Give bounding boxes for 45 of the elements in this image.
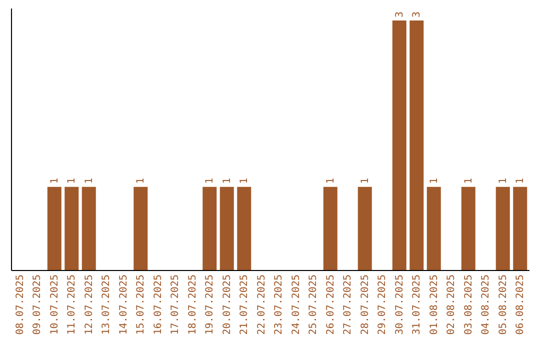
x-tick-label: 15.07.2025	[136, 274, 147, 335]
x-tick-label: 06.08.2025	[515, 274, 526, 335]
x-tick-label: 21.07.2025	[239, 274, 250, 335]
x-tick-label: 25.07.2025	[308, 274, 320, 335]
x-tick-label: 28.07.2025	[360, 274, 371, 335]
data-label: 3	[412, 11, 423, 18]
x-tick-label: 18.07.2025	[187, 274, 198, 335]
x-tick-label: 24.07.2025	[290, 274, 302, 335]
x-tick-label: 01.08.2025	[428, 274, 440, 335]
data-label: 1	[204, 178, 216, 184]
x-tick-label: 09.07.2025	[32, 274, 44, 335]
x-tick-label: 04.08.2025	[480, 274, 492, 335]
data-label: 1	[428, 178, 440, 184]
x-tick-label: 13.07.2025	[101, 274, 112, 335]
x-tick-label: 29.07.2025	[377, 274, 388, 335]
data-label: 1	[49, 178, 60, 184]
x-tick-label: 31.07.2025	[412, 274, 423, 335]
x-tick-label: 22.07.2025	[256, 274, 268, 335]
x-tick-label: 20.07.2025	[222, 274, 233, 335]
x-tick-label: 14.07.2025	[118, 274, 130, 335]
x-tick-label: 30.07.2025	[394, 274, 406, 335]
x-tick-label: 05.08.2025	[498, 274, 509, 335]
data-label: 1	[222, 178, 233, 184]
x-tick-label: 19.07.2025	[204, 274, 216, 335]
x-tick-label: 11.07.2025	[66, 274, 78, 335]
x-tick-label: 12.07.2025	[84, 274, 95, 335]
x-tick-label: 16.07.2025	[152, 274, 164, 335]
data-label: 1	[325, 178, 336, 184]
x-tick-label: 02.08.2025	[446, 274, 458, 335]
x-tick-label: 26.07.2025	[325, 274, 336, 335]
data-label: 1	[66, 178, 78, 184]
x-tick-label: 23.07.2025	[274, 274, 285, 335]
data-label: 1	[84, 178, 95, 184]
data-label: 1	[239, 178, 250, 184]
x-tick-label: 08.07.2025	[14, 274, 26, 335]
x-tick-label: 10.07.2025	[49, 274, 60, 335]
x-tick-label: 03.08.2025	[463, 274, 474, 335]
data-label: 1	[515, 178, 526, 184]
data-label: 1	[498, 178, 509, 184]
data-label: 1	[360, 178, 371, 184]
data-label: 3	[394, 11, 406, 18]
data-label: 1	[136, 178, 147, 184]
x-tick-label: 27.07.2025	[342, 274, 354, 335]
x-tick-label: 17.07.2025	[170, 274, 182, 335]
data-label: 1	[463, 178, 474, 184]
